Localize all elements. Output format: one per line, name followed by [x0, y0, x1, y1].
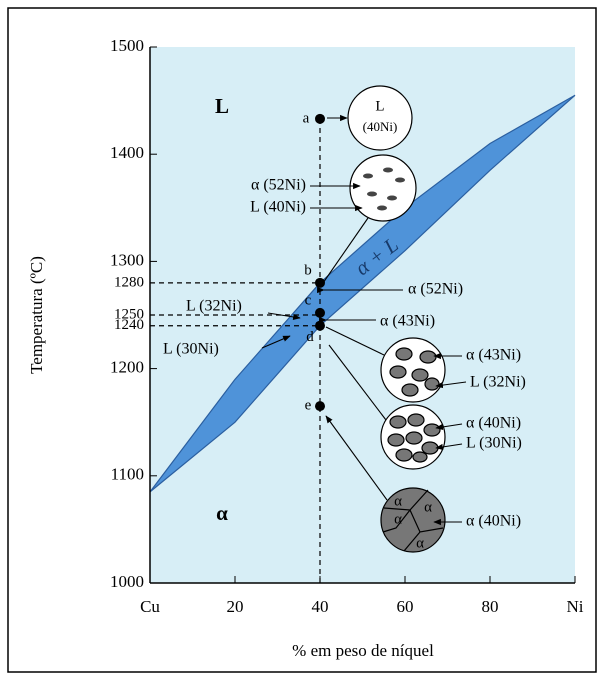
- annotation: L: [375, 98, 384, 114]
- chart: a bc d e Temperatura (ºC) % em peso de níqu…: [0, 0, 604, 678]
- annotation: L (40Ni): [250, 199, 306, 216]
- annotation: L (30Ni): [466, 435, 522, 452]
- grain-label: α: [416, 535, 424, 551]
- annotation: L (32Ni): [186, 298, 242, 315]
- state-point: [315, 308, 325, 318]
- x-tick-label: Cu: [140, 597, 160, 616]
- annotation: α (52Ni): [251, 177, 306, 194]
- point-label: e: [305, 398, 312, 414]
- grain-label: α: [424, 499, 432, 515]
- state-point: [315, 401, 325, 411]
- y-tick-label: 1250: [114, 306, 144, 322]
- y-tick-label: 1400: [110, 143, 144, 162]
- x-tick-label: 80: [482, 597, 499, 616]
- y-tick-label: 1000: [110, 572, 144, 591]
- y-tick-label: 1100: [111, 465, 144, 484]
- y-tick-label: 1300: [110, 250, 144, 269]
- point-label: d: [306, 329, 314, 345]
- y-tick-label: 1500: [110, 36, 144, 55]
- inset-e: [381, 488, 445, 552]
- region-label: α: [216, 501, 228, 525]
- annotation: L (30Ni): [163, 341, 219, 358]
- state-point: [315, 114, 325, 124]
- annotation: α (43Ni): [380, 313, 435, 330]
- annotation: α (40Ni): [466, 513, 521, 530]
- annotation: α (43Ni): [466, 347, 521, 364]
- y-tick-label: 1280: [114, 274, 144, 290]
- x-axis-label: % em peso de níquel: [292, 641, 434, 660]
- annotation: L (32Ni): [470, 374, 526, 391]
- region-label: L: [215, 94, 229, 118]
- annotation: (40Ni): [363, 119, 398, 134]
- x-tick-label: 40: [312, 597, 329, 616]
- y-tick-label: 1200: [110, 358, 144, 377]
- point-label: b: [304, 262, 312, 278]
- point-label: a: [303, 110, 310, 126]
- inset-b: [350, 155, 416, 221]
- x-tick-label: 20: [227, 597, 244, 616]
- state-point: [315, 321, 325, 331]
- grain-label: α: [394, 511, 402, 527]
- point-label: c: [305, 292, 312, 308]
- x-tick-label: 60: [397, 597, 414, 616]
- y-axis-label: Temperatura (ºC): [27, 256, 46, 374]
- annotation: α (52Ni): [408, 281, 463, 298]
- annotation: α (40Ni): [466, 415, 521, 432]
- grain-label: α: [394, 493, 402, 509]
- x-tick-label: Ni: [567, 597, 584, 616]
